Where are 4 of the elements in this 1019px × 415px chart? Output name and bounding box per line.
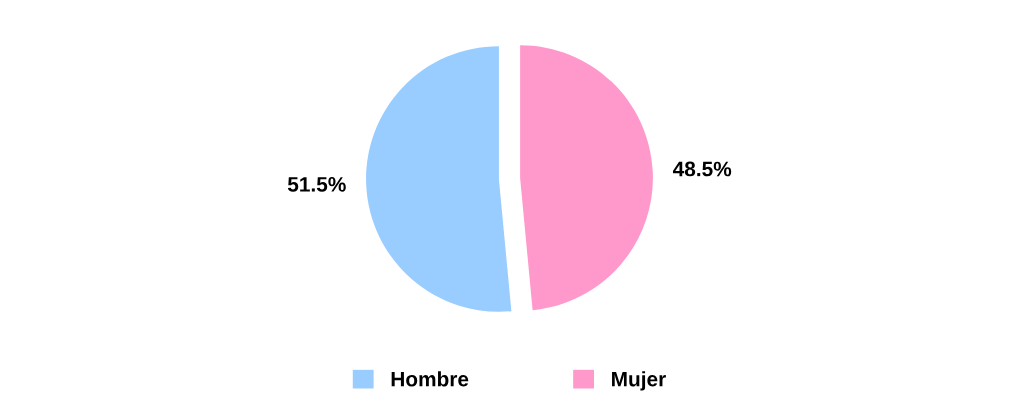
data-label: 48.5%: [672, 161, 732, 177]
data-label: 51.5%: [287, 177, 346, 192]
legend-label: Mujer: [612, 371, 666, 391]
legend-label: Hombre: [391, 371, 469, 387]
